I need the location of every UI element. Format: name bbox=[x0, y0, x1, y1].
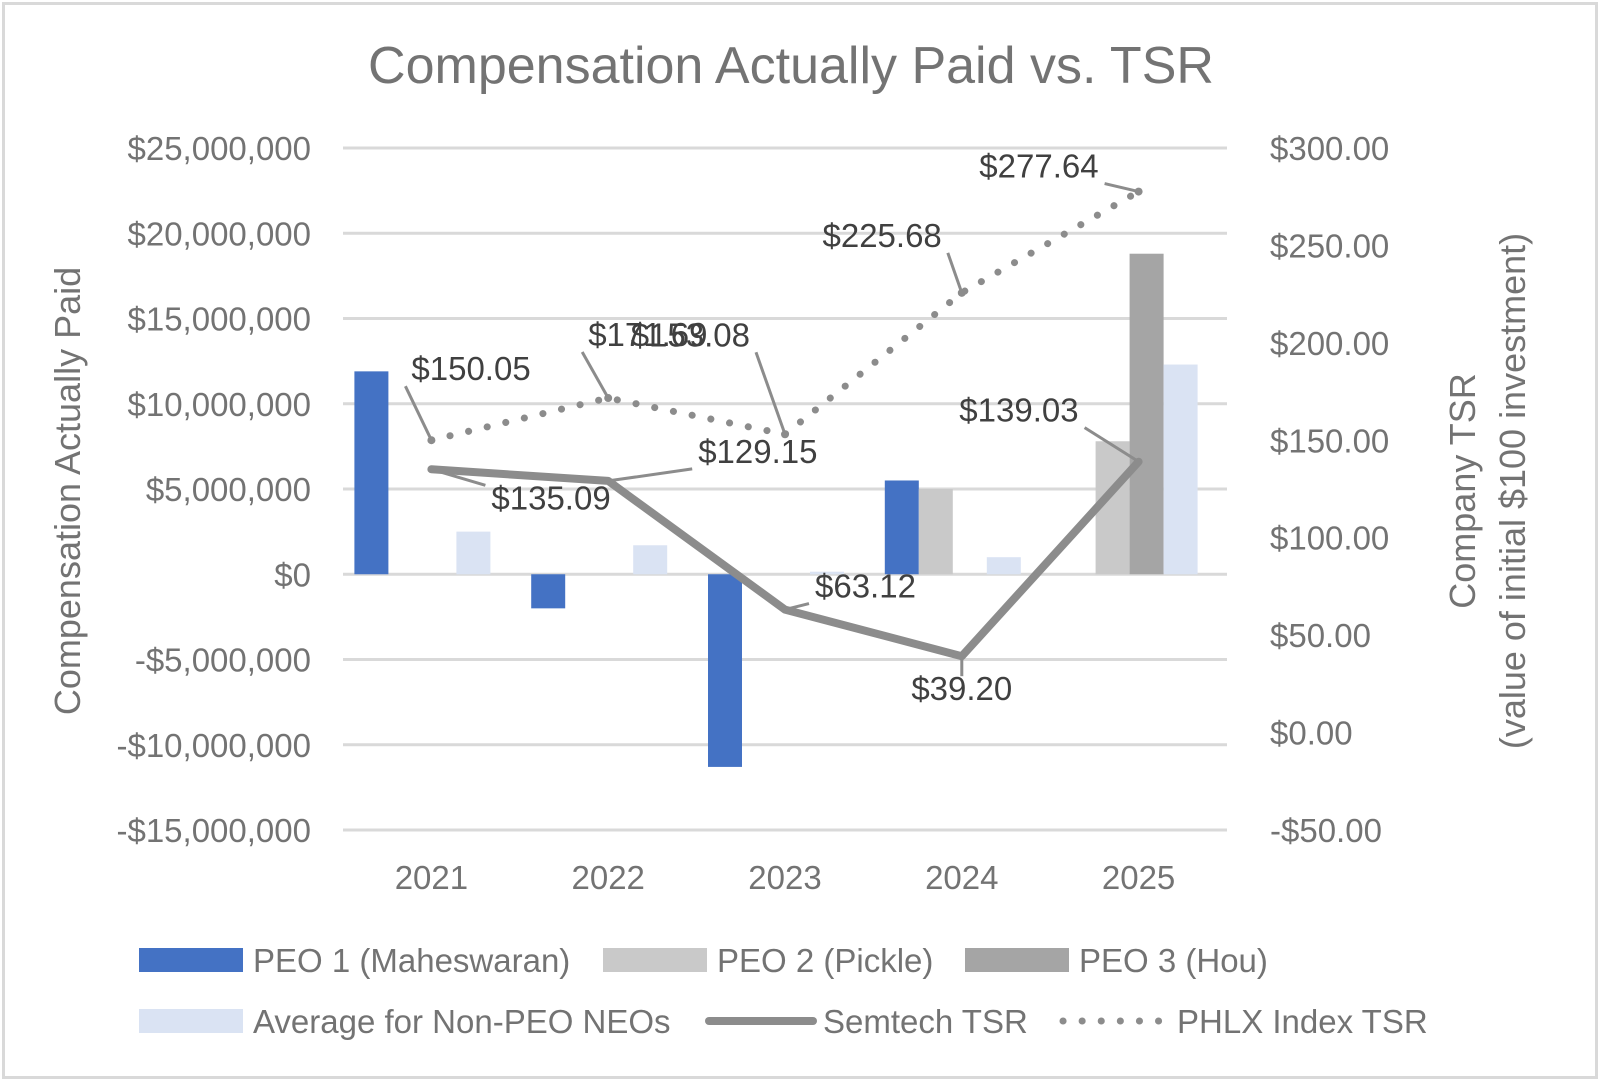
chart-canvas: Compensation Actually Paid vs. TSR $135.… bbox=[5, 5, 1603, 1084]
y-tick-label: -$10,000,000 bbox=[116, 727, 311, 764]
y2-tick-label: $250.00 bbox=[1270, 227, 1389, 264]
bars bbox=[354, 254, 1197, 767]
data-label: $135.09 bbox=[491, 479, 610, 516]
legend-label: Average for Non-PEO NEOs bbox=[253, 1003, 671, 1040]
y2-axis-subtitle: (value of initial $100 investment) bbox=[1492, 233, 1533, 749]
legend: PEO 1 (Maheswaran) PEO 2 (Pickle) PEO 3 (H… bbox=[139, 942, 1428, 1040]
legend-swatch bbox=[965, 948, 1069, 972]
leader-line bbox=[405, 386, 431, 440]
bar bbox=[1164, 365, 1198, 575]
y2-tick-label: $300.00 bbox=[1270, 130, 1389, 167]
bar bbox=[987, 557, 1021, 574]
leader-line bbox=[948, 253, 962, 293]
data-label: $150.05 bbox=[411, 350, 530, 387]
legend-swatch bbox=[139, 948, 243, 972]
y-tick-label: -$15,000,000 bbox=[116, 812, 311, 849]
y-tick-label: -$5,000,000 bbox=[135, 642, 311, 679]
axes: $25,000,000 $20,000,000 $15,000,000 $10,000… bbox=[116, 130, 1389, 896]
bar bbox=[354, 371, 388, 574]
legend-swatch bbox=[139, 1009, 243, 1033]
y2-tick-label: $100.00 bbox=[1270, 520, 1389, 557]
legend-label: Semtech TSR bbox=[823, 1003, 1028, 1040]
data-label: $129.15 bbox=[698, 433, 817, 470]
y2-tick-label: $50.00 bbox=[1270, 617, 1371, 654]
y2-tick-label: $0.00 bbox=[1270, 715, 1353, 752]
y-axis-title: Compensation Actually Paid bbox=[47, 267, 88, 715]
bar bbox=[456, 532, 490, 575]
leader-line bbox=[582, 352, 608, 398]
y-tick-label: $5,000,000 bbox=[146, 471, 311, 508]
bar bbox=[708, 574, 742, 767]
bar bbox=[633, 545, 667, 574]
legend-label: PEO 2 (Pickle) bbox=[717, 942, 933, 979]
x-tick-label: 2025 bbox=[1102, 859, 1175, 896]
data-label: $139.03 bbox=[959, 392, 1078, 429]
y-tick-label: $20,000,000 bbox=[127, 215, 311, 252]
y-tick-label: $15,000,000 bbox=[127, 301, 311, 338]
data-labels: $135.09 $129.15 $63.12 $39.20 $139.03 $150.05… bbox=[405, 148, 1138, 708]
chart-title: Compensation Actually Paid vs. TSR bbox=[368, 37, 1214, 95]
legend-swatch bbox=[603, 948, 707, 972]
x-tick-label: 2023 bbox=[748, 859, 821, 896]
bar bbox=[1130, 254, 1164, 575]
legend-label: PEO 3 (Hou) bbox=[1079, 942, 1268, 979]
bar bbox=[885, 480, 919, 574]
leader-line bbox=[608, 469, 692, 481]
legend-label: PHLX Index TSR bbox=[1177, 1003, 1428, 1040]
gridlines bbox=[343, 148, 1227, 830]
x-tick-label: 2024 bbox=[925, 859, 998, 896]
data-label: $63.12 bbox=[815, 568, 916, 605]
x-tick-label: 2022 bbox=[571, 859, 644, 896]
bar bbox=[531, 574, 565, 608]
data-label: $225.68 bbox=[823, 217, 942, 254]
data-label: $39.20 bbox=[911, 670, 1012, 707]
y-tick-label: $0 bbox=[274, 556, 311, 593]
y2-tick-label: $150.00 bbox=[1270, 422, 1389, 459]
legend-label: PEO 1 (Maheswaran) bbox=[253, 942, 570, 979]
y2-tick-label: $200.00 bbox=[1270, 325, 1389, 362]
y-tick-label: $10,000,000 bbox=[127, 386, 311, 423]
data-label: $277.64 bbox=[979, 148, 1098, 185]
leader-line bbox=[1105, 184, 1139, 192]
y2-tick-label: -$50.00 bbox=[1270, 812, 1382, 849]
leader-line bbox=[756, 352, 785, 434]
y-tick-label: $25,000,000 bbox=[127, 130, 311, 167]
y2-axis-title: Company TSR bbox=[1442, 373, 1483, 608]
x-tick-label: 2021 bbox=[395, 859, 468, 896]
data-label: $153.08 bbox=[631, 316, 750, 353]
bar bbox=[919, 489, 953, 574]
